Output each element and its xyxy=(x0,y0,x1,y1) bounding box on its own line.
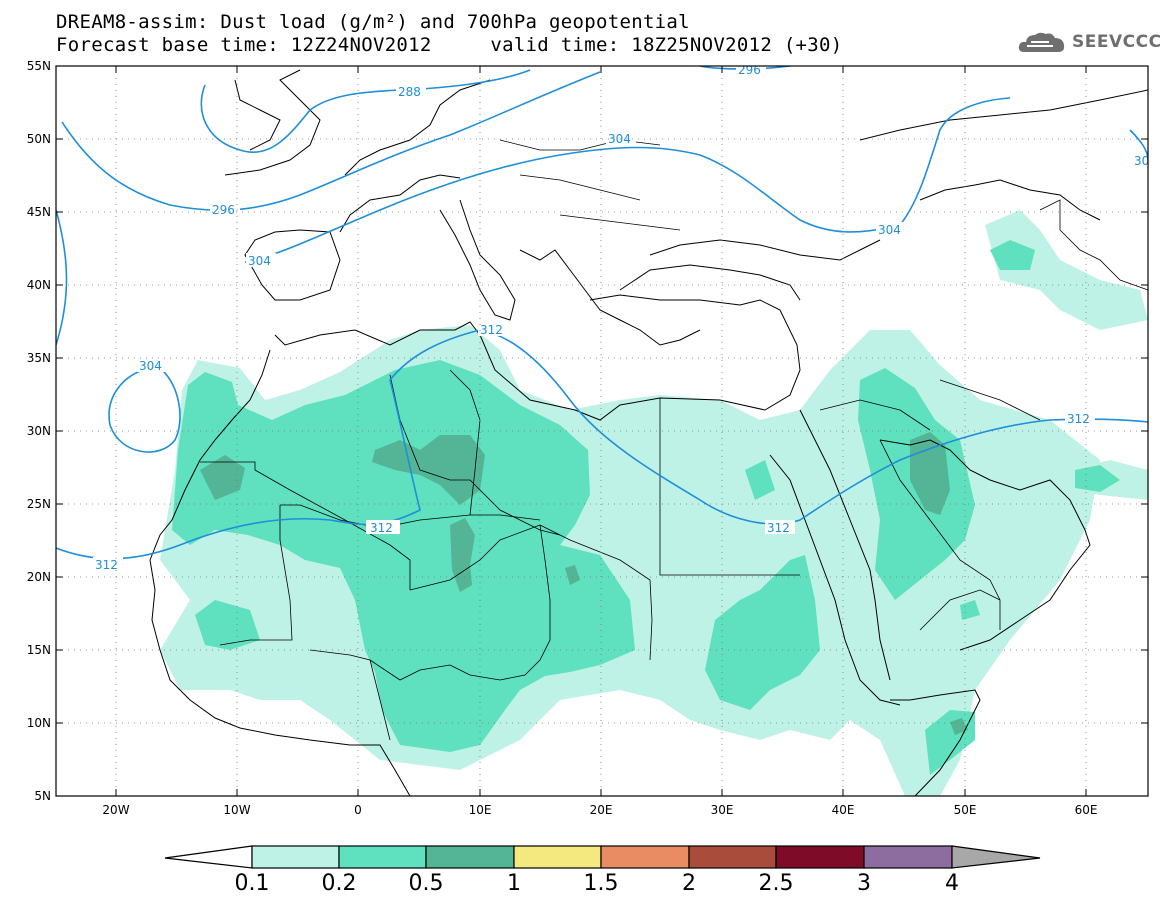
lat-label: 50N xyxy=(27,132,51,146)
lat-label: 25N xyxy=(27,497,51,511)
colorbar-label: 2.5 xyxy=(759,871,794,896)
brand-logo: SEEVCCC xyxy=(1018,30,1162,54)
colorbar: 0.1 0.2 0.5 1 1.5 2 2.5 3 4 xyxy=(164,845,1041,896)
lat-label: 30N xyxy=(27,424,51,438)
lat-label: 20N xyxy=(27,570,51,584)
lat-label: 40N xyxy=(27,278,51,292)
colorbar-label: 3 xyxy=(857,871,871,896)
geopotential-contours xyxy=(56,66,1148,560)
colorbar-label: 2 xyxy=(682,871,696,896)
lat-label: 10N xyxy=(27,716,51,730)
contour-label: 30 xyxy=(1134,154,1149,168)
lon-label: 20W xyxy=(102,803,129,817)
contour-label: 296 xyxy=(738,63,761,77)
cloud-logo-icon xyxy=(1018,32,1065,52)
colorbar-label: 0.5 xyxy=(409,871,444,896)
contour-label: 312 xyxy=(767,521,790,535)
colorbar-label: 1.5 xyxy=(584,871,619,896)
lat-label: 55N xyxy=(27,59,51,73)
colorbar-left-arrow xyxy=(164,845,253,869)
colorbar-swatch xyxy=(338,845,427,869)
lon-label: 10W xyxy=(223,803,250,817)
contour-label: 304 xyxy=(139,359,162,373)
colorbar-swatch xyxy=(251,845,340,869)
colorbar-label: 0.2 xyxy=(322,871,357,896)
tick-marks xyxy=(56,65,1148,797)
colorbar-swatch xyxy=(425,845,515,869)
dust-layer-dark xyxy=(200,432,968,735)
colorbar-label: 4 xyxy=(945,871,959,896)
lon-label: 50E xyxy=(954,803,977,817)
graticule xyxy=(56,66,1148,796)
lon-label: 20E xyxy=(590,803,613,817)
contour-label: 312 xyxy=(95,558,118,572)
lon-label: 0 xyxy=(354,803,362,817)
lon-label: 40E xyxy=(832,803,855,817)
colorbar-label: 1 xyxy=(507,871,521,896)
lon-label: 10E xyxy=(469,803,492,817)
contour-label: 312 xyxy=(370,521,393,535)
brand-name: SEEVCCC xyxy=(1072,32,1162,52)
colorbar-swatch xyxy=(600,845,690,869)
lat-labels: 55N 50N 45N 40N 35N 30N 25N 20N 15N 10N … xyxy=(27,59,51,803)
contour-label: 312 xyxy=(1067,412,1090,426)
coastlines xyxy=(149,69,1148,796)
contour-labels: 296 288 304 296 304 304 312 304 312 312 … xyxy=(93,63,1149,572)
colorbar-swatch xyxy=(513,845,602,869)
contour-label: 304 xyxy=(248,254,271,268)
lat-label: 5N xyxy=(34,789,51,803)
lat-label: 35N xyxy=(27,351,51,365)
map-title: DREAM8-assim: Dust load (g/m²) and 700hP… xyxy=(56,11,690,33)
colorbar-label: 0.1 xyxy=(235,871,270,896)
lon-labels: 20W 10W 0 10E 20E 30E 40E 50E 60E xyxy=(102,803,1097,817)
colorbar-swatch xyxy=(863,845,953,869)
contour-label: 296 xyxy=(212,203,235,217)
lon-label: 30E xyxy=(711,803,734,817)
contour-label: 312 xyxy=(480,323,503,337)
contour-label: 288 xyxy=(398,85,421,99)
lon-label: 60E xyxy=(1075,803,1098,817)
country-borders xyxy=(200,139,1148,741)
contour-label: 304 xyxy=(878,223,901,237)
lat-label: 45N xyxy=(27,205,51,219)
colorbar-right-arrow xyxy=(951,845,1041,869)
forecast-times: Forecast base time: 12Z24NOV2012 valid t… xyxy=(56,34,843,56)
contour-label: 304 xyxy=(608,132,631,146)
colorbar-swatch xyxy=(775,845,865,869)
map-area: 296 288 304 296 304 304 312 304 312 312 … xyxy=(56,63,1149,796)
lat-label: 15N xyxy=(27,643,51,657)
colorbar-swatch xyxy=(688,845,777,869)
